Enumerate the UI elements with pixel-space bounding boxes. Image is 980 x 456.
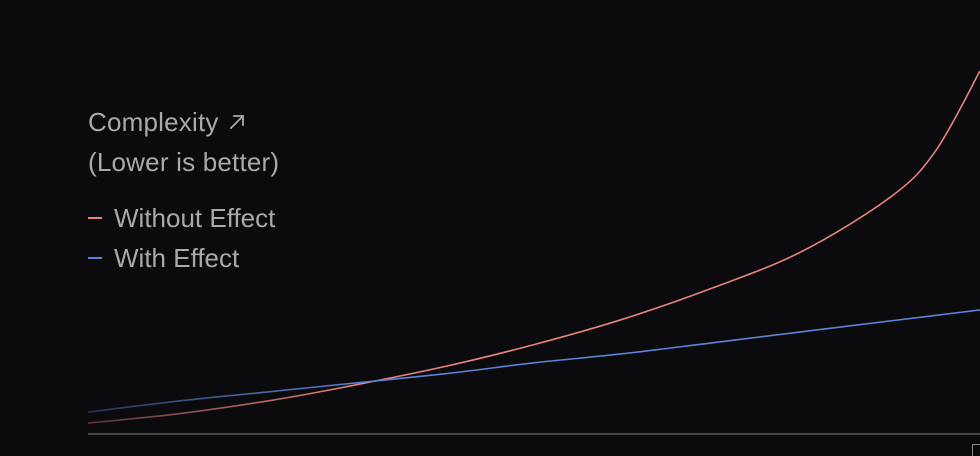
legend-swatch-without-effect [88,217,102,219]
legend-label-without-effect: Without Effect [114,203,276,233]
legend-item-without-effect[interactable]: Without Effect [88,198,279,238]
legend-item-with-effect[interactable]: With Effect [88,238,279,278]
legend: Without Effect With Effect [88,198,279,278]
series-line-with-effect [87,309,980,413]
chart-subtitle: (Lower is better) [88,147,280,177]
chart-title: Complexity [88,107,219,137]
series-line-without-effect [87,70,980,424]
legend-swatch-with-effect [88,257,102,259]
chart-title-row: Complexity [88,102,279,142]
corner-handle[interactable] [972,444,980,456]
legend-label-with-effect: With Effect [114,243,240,273]
series-layer [87,70,980,424]
arrow-up-right-icon[interactable] [225,110,249,134]
chart-header: Complexity (Lower is better) Without Eff… [88,102,279,278]
